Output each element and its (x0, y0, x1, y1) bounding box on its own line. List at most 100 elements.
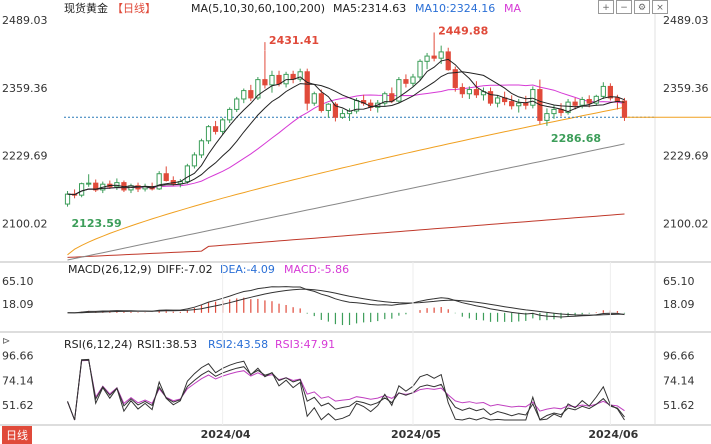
candle-body (509, 101, 515, 107)
candle-body (198, 140, 205, 156)
candle-body (473, 89, 480, 96)
candle-body (184, 165, 190, 183)
ma10-value: MA10:2324.16 (415, 2, 495, 15)
macd-diff-value: DIFF:-7.02 (157, 263, 213, 276)
candle-body (79, 183, 85, 196)
candle-body (438, 51, 444, 59)
period-tag[interactable]: 日线 (2, 426, 32, 444)
rsi-tick-right: 74.14 (663, 374, 695, 387)
candle-body (572, 101, 578, 106)
candle-body (325, 103, 331, 111)
candle-body (241, 90, 247, 100)
rsi-tick-left: 51.62 (2, 399, 34, 412)
candle-body (459, 86, 465, 95)
candle-body (255, 79, 261, 99)
low-annotation: 2123.59 (72, 217, 122, 230)
candle-body (156, 173, 162, 190)
macd-dea-line (67, 288, 625, 316)
rsi1-value: RSI1:38.53 (137, 338, 197, 351)
candle-body (466, 89, 472, 95)
date-tick: 2024/04 (201, 428, 251, 441)
candle-body (191, 154, 198, 167)
candle-body (269, 74, 275, 86)
candle-body (262, 79, 268, 86)
instrument-title: 现货黄金 (64, 1, 108, 15)
candle-body (494, 97, 501, 104)
candle-body (248, 90, 254, 99)
rsi2-line (67, 359, 625, 421)
candle-body (212, 126, 219, 132)
ma5-line (67, 58, 625, 196)
high-annotation: 2431.41 (269, 34, 319, 47)
close-icon[interactable]: × (652, 0, 668, 14)
macd-tick-left: 18.09 (2, 298, 34, 311)
candle-body (311, 93, 317, 104)
ma-params-label: MA(5,10,30,60,100,200) (191, 2, 325, 15)
candle-body (487, 91, 494, 104)
macd-settings-icon[interactable]: ⊳ (2, 336, 11, 347)
candle-body (452, 69, 458, 88)
macd-diff-line (67, 286, 625, 318)
rsi3-value: RSI3:47.91 (275, 338, 335, 351)
candle-body (403, 79, 409, 84)
price-tick-right: 2229.69 (663, 150, 709, 163)
candle-body (234, 98, 240, 110)
ma60-line (67, 106, 625, 256)
rsi3-line (67, 359, 625, 421)
price-tick-right: 2489.03 (663, 14, 709, 27)
rsi-tick-right: 96.66 (663, 350, 695, 363)
candle-body (220, 119, 226, 132)
candle-body (227, 108, 233, 121)
candle-body (600, 85, 606, 97)
candle-body (389, 93, 395, 102)
candle-body (565, 101, 571, 114)
candle-body (93, 182, 99, 191)
candle-body (86, 182, 92, 185)
candle-body (410, 76, 416, 84)
candle-body (396, 79, 402, 102)
candle-body (382, 93, 388, 104)
candle-body (64, 193, 71, 205)
candle-body (332, 103, 339, 118)
ma-tail-label: MA (504, 2, 521, 15)
high-annotation: 2449.88 (438, 24, 488, 37)
candle-body (318, 93, 324, 111)
candle-body (339, 113, 346, 118)
rsi-tick-left: 74.14 (2, 374, 34, 387)
candle-body (297, 71, 303, 80)
macd-tick-right: 18.09 (663, 298, 695, 311)
candle-body (163, 173, 169, 182)
candle-body (114, 182, 120, 188)
candle-body (551, 108, 557, 115)
candle-body (523, 102, 529, 106)
candle-body (544, 113, 550, 121)
low-annotation: 2286.68 (551, 132, 601, 145)
candle-body (516, 102, 522, 107)
price-tick-left: 2489.03 (2, 14, 48, 27)
rsi-tick-left: 96.66 (2, 350, 34, 363)
ma5-value: MA5:2314.63 (333, 2, 406, 15)
date-tick: 2024/06 (588, 428, 638, 441)
price-tick-left: 2359.36 (2, 82, 48, 95)
candle-body (530, 89, 536, 106)
macd-dea-value: DEA:-4.09 (220, 263, 275, 276)
price-tick-right: 2359.36 (663, 82, 709, 95)
rsi-params-label: RSI(6,12,24) (64, 338, 132, 351)
candle-body (586, 98, 592, 104)
candle-body (424, 55, 430, 62)
price-tick-right: 2100.02 (663, 217, 709, 230)
rsi2-value: RSI2:43.58 (208, 338, 268, 351)
zoom-in-icon[interactable]: + (598, 0, 614, 14)
zoom-out-icon[interactable]: − (616, 0, 632, 14)
ma100-line (67, 143, 625, 261)
price-tick-left: 2100.02 (2, 217, 48, 230)
rsi-tick-right: 51.62 (663, 399, 695, 412)
macd-value: MACD:-5.86 (284, 263, 349, 276)
macd-tick-left: 65.10 (2, 275, 34, 288)
candle-body (290, 73, 296, 80)
ma200-line (67, 213, 625, 258)
candle-body (593, 95, 599, 104)
settings-icon[interactable]: ⚙ (634, 0, 650, 14)
candle-body (417, 60, 423, 78)
